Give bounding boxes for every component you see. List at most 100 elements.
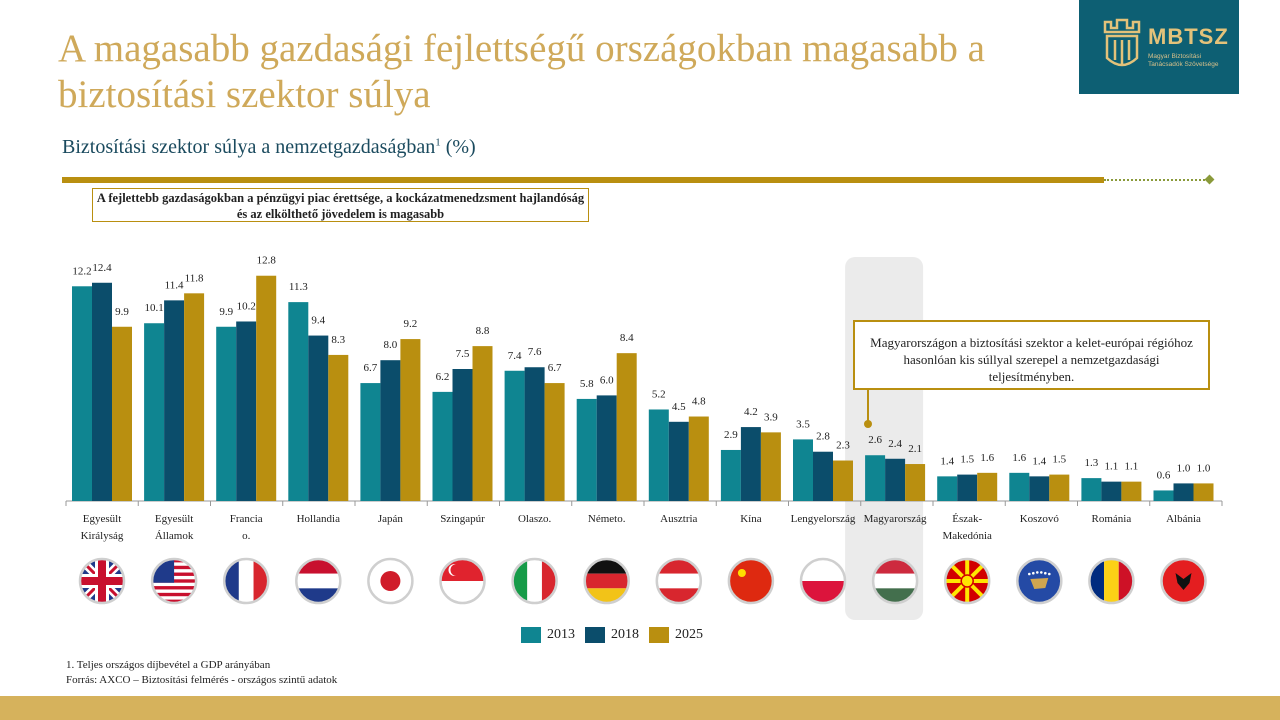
bar-2018: [308, 335, 329, 501]
data-label: 1.4: [1032, 455, 1046, 467]
data-label: 9.4: [311, 315, 325, 327]
bar-2013: [937, 476, 958, 501]
bar-2025: [977, 472, 998, 501]
data-label: 6.0: [600, 374, 614, 386]
bar-2018: [1173, 483, 1194, 501]
bar-2013: [1153, 490, 1174, 501]
data-label: 0.6: [1157, 469, 1171, 481]
category-label: Lengyelország: [791, 513, 856, 525]
bar-2025: [400, 339, 421, 501]
bar-2025: [905, 464, 926, 501]
data-label: 12.8: [257, 255, 277, 267]
kosovo-flag-icon: [1016, 557, 1063, 605]
data-label: 3.5: [796, 418, 810, 430]
callout-connector-dot: [864, 420, 872, 428]
netherlands-flag-icon: [295, 557, 342, 605]
legend-swatch-2025: [649, 627, 669, 643]
data-label: 9.2: [404, 318, 418, 330]
footer-bar: [0, 696, 1280, 720]
callout-connector: [867, 390, 869, 424]
usa-flag-icon: [150, 557, 198, 605]
data-label: 5.2: [652, 388, 666, 400]
north-macedonia-flag-icon: [943, 557, 991, 605]
data-label: 1.0: [1177, 462, 1191, 474]
logo: [1079, 0, 1239, 94]
data-label: 5.8: [580, 378, 594, 390]
bar-2018: [380, 360, 401, 501]
category-label: Hollandia: [297, 513, 340, 525]
bar-2025: [616, 353, 637, 501]
data-label: 2.4: [888, 438, 902, 450]
data-label: 1.3: [1085, 457, 1099, 469]
category-label: Kína: [740, 513, 762, 525]
bar-2018: [813, 451, 833, 501]
bar-2018: [596, 395, 617, 501]
bar-2025: [833, 460, 853, 501]
callout-hungary: Magyarországon a biztosítási szektor a k…: [853, 320, 1210, 390]
bar-2013: [576, 398, 597, 501]
bar-2018: [957, 474, 978, 501]
bar-2025: [688, 416, 709, 501]
data-label: 7.5: [456, 348, 470, 360]
bar-2025: [112, 326, 132, 501]
bar-2013: [504, 370, 525, 501]
legend-item-2013: 2013: [521, 627, 575, 643]
bar-2013: [865, 455, 886, 501]
data-label: 12.4: [92, 262, 112, 274]
data-label: 11.3: [289, 281, 308, 293]
bar-2018: [885, 458, 906, 501]
hungary-flag-icon: [871, 557, 919, 605]
bar-2018: [740, 427, 761, 501]
footnote-source: Forrás: AXCO – Biztosítási felmérés - or…: [66, 674, 338, 686]
legend-swatch-2018: [585, 627, 605, 643]
callout-top: A fejlettebb gazdaságokban a pénzügyi pi…: [92, 188, 589, 222]
subtitle-text: Biztosítási szektor súlya a nemzetgazdas…: [62, 136, 436, 158]
bar-2013: [648, 409, 669, 501]
bar-2013: [360, 383, 381, 501]
bar-2013: [432, 391, 453, 501]
data-label: 1.6: [1012, 452, 1026, 464]
data-label: 8.0: [384, 339, 398, 351]
data-label: 2.9: [724, 429, 738, 441]
category-label: Ausztria: [660, 513, 697, 525]
data-label: 8.3: [331, 334, 345, 346]
bar-2025: [256, 275, 277, 501]
bar-2025: [1193, 483, 1214, 501]
data-label: 2.8: [816, 431, 830, 443]
logo-subtitle: Magyar Biztosítási Tanácsadók Szövetsége: [1148, 53, 1219, 68]
italy-flag-icon: [511, 557, 558, 605]
data-label: 8.8: [476, 325, 490, 337]
bar-2018: [524, 367, 545, 501]
data-label: 11.4: [165, 279, 184, 291]
data-label: 1.0: [1197, 462, 1211, 474]
data-label: 1.5: [960, 454, 974, 466]
data-label: 7.4: [508, 350, 522, 362]
category-label: Egyesült: [155, 513, 194, 525]
bar-2013: [793, 439, 813, 501]
category-label: Államok: [155, 530, 194, 542]
category-label: Koszovó: [1020, 513, 1060, 525]
singapore-flag-icon: [439, 557, 486, 605]
bar-2013: [288, 302, 309, 501]
category-label: o.: [242, 530, 251, 542]
data-label: 9.9: [115, 306, 129, 318]
bar-2018: [92, 282, 112, 501]
category-label: Románia: [1092, 513, 1132, 525]
subtitle-unit: (%): [445, 136, 476, 158]
austria-flag-icon: [655, 557, 703, 605]
legend-swatch-2013: [521, 627, 541, 643]
data-label: 2.3: [836, 440, 850, 452]
bar-2025: [184, 293, 205, 501]
data-label: 10.2: [237, 300, 256, 312]
romania-flag-icon: [1088, 557, 1135, 605]
category-label: Egyesült: [83, 513, 122, 525]
chart-legend: 2013 2018 2025: [521, 627, 713, 643]
france-flag-icon: [222, 557, 270, 605]
data-label: 4.5: [672, 401, 686, 413]
category-label: Szingapúr: [440, 513, 485, 525]
germany-flag-icon: [583, 557, 630, 605]
legend-label-2013: 2013: [547, 627, 575, 642]
category-label: Észak-: [952, 513, 982, 525]
divider-dots: [1104, 179, 1208, 181]
bar-2018: [236, 321, 257, 501]
